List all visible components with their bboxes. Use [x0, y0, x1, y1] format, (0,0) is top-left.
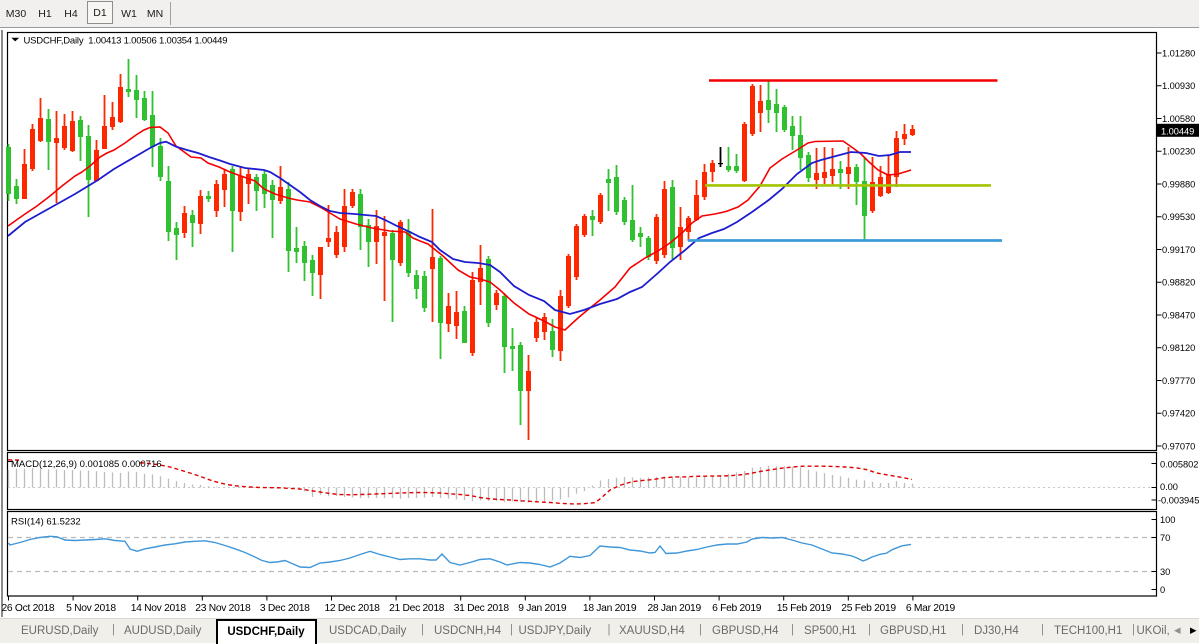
svg-text:6 Mar 2019: 6 Mar 2019 — [906, 603, 956, 614]
svg-text:18 Jan 2019: 18 Jan 2019 — [583, 603, 637, 614]
svg-text:0.99170: 0.99170 — [1162, 245, 1195, 255]
svg-text:26 Oct 2018: 26 Oct 2018 — [2, 603, 55, 614]
svg-text:RSI(14) 61.5232: RSI(14) 61.5232 — [11, 517, 81, 528]
svg-text:MACD(12,26,9) 0.001085 0.00071: MACD(12,26,9) 0.001085 0.000716 — [11, 459, 162, 470]
svg-text:6 Feb 2019: 6 Feb 2019 — [712, 603, 762, 614]
svg-text:1.00930: 1.00930 — [1162, 81, 1195, 91]
svg-text:23 Nov 2018: 23 Nov 2018 — [195, 603, 251, 614]
svg-text:0.99530: 0.99530 — [1162, 212, 1195, 222]
svg-text:12 Dec 2018: 12 Dec 2018 — [325, 603, 381, 614]
svg-text:0.005802: 0.005802 — [1160, 460, 1198, 470]
svg-text:USDCHF,Daily 1.00413 1.00506: USDCHF,Daily 1.00413 1.00506 1.00354 1.0… — [24, 35, 228, 46]
svg-text:5 Nov 2018: 5 Nov 2018 — [66, 603, 116, 614]
svg-text:0.98120: 0.98120 — [1162, 343, 1195, 353]
svg-text:31 Dec 2018: 31 Dec 2018 — [454, 603, 510, 614]
svg-text:0.97070: 0.97070 — [1162, 441, 1195, 451]
svg-text:0.98820: 0.98820 — [1162, 278, 1195, 288]
svg-text:0.98470: 0.98470 — [1162, 310, 1195, 320]
svg-text:1.01280: 1.01280 — [1162, 48, 1195, 58]
svg-text:0.97770: 0.97770 — [1162, 376, 1195, 386]
svg-text:1.00449: 1.00449 — [1161, 126, 1194, 136]
svg-text:1.00580: 1.00580 — [1162, 114, 1195, 124]
svg-text:0.97420: 0.97420 — [1162, 409, 1195, 419]
svg-text:21 Dec 2018: 21 Dec 2018 — [389, 603, 445, 614]
svg-text:0.99880: 0.99880 — [1162, 179, 1195, 189]
svg-text:3 Dec 2018: 3 Dec 2018 — [260, 603, 310, 614]
svg-text:70: 70 — [1160, 533, 1170, 543]
svg-text:14 Nov 2018: 14 Nov 2018 — [131, 603, 187, 614]
svg-text:25 Feb 2019: 25 Feb 2019 — [841, 603, 896, 614]
svg-text:1.00230: 1.00230 — [1162, 147, 1195, 157]
svg-text:0.00: 0.00 — [1160, 482, 1178, 492]
svg-text:30: 30 — [1160, 567, 1170, 577]
svg-text:28 Jan 2019: 28 Jan 2019 — [648, 603, 702, 614]
svg-text:9 Jan 2019: 9 Jan 2019 — [518, 603, 567, 614]
svg-text:15 Feb 2019: 15 Feb 2019 — [777, 603, 832, 614]
svg-text:0: 0 — [1160, 585, 1165, 595]
svg-text:100: 100 — [1160, 515, 1175, 525]
svg-text:-0.003945: -0.003945 — [1158, 496, 1199, 506]
